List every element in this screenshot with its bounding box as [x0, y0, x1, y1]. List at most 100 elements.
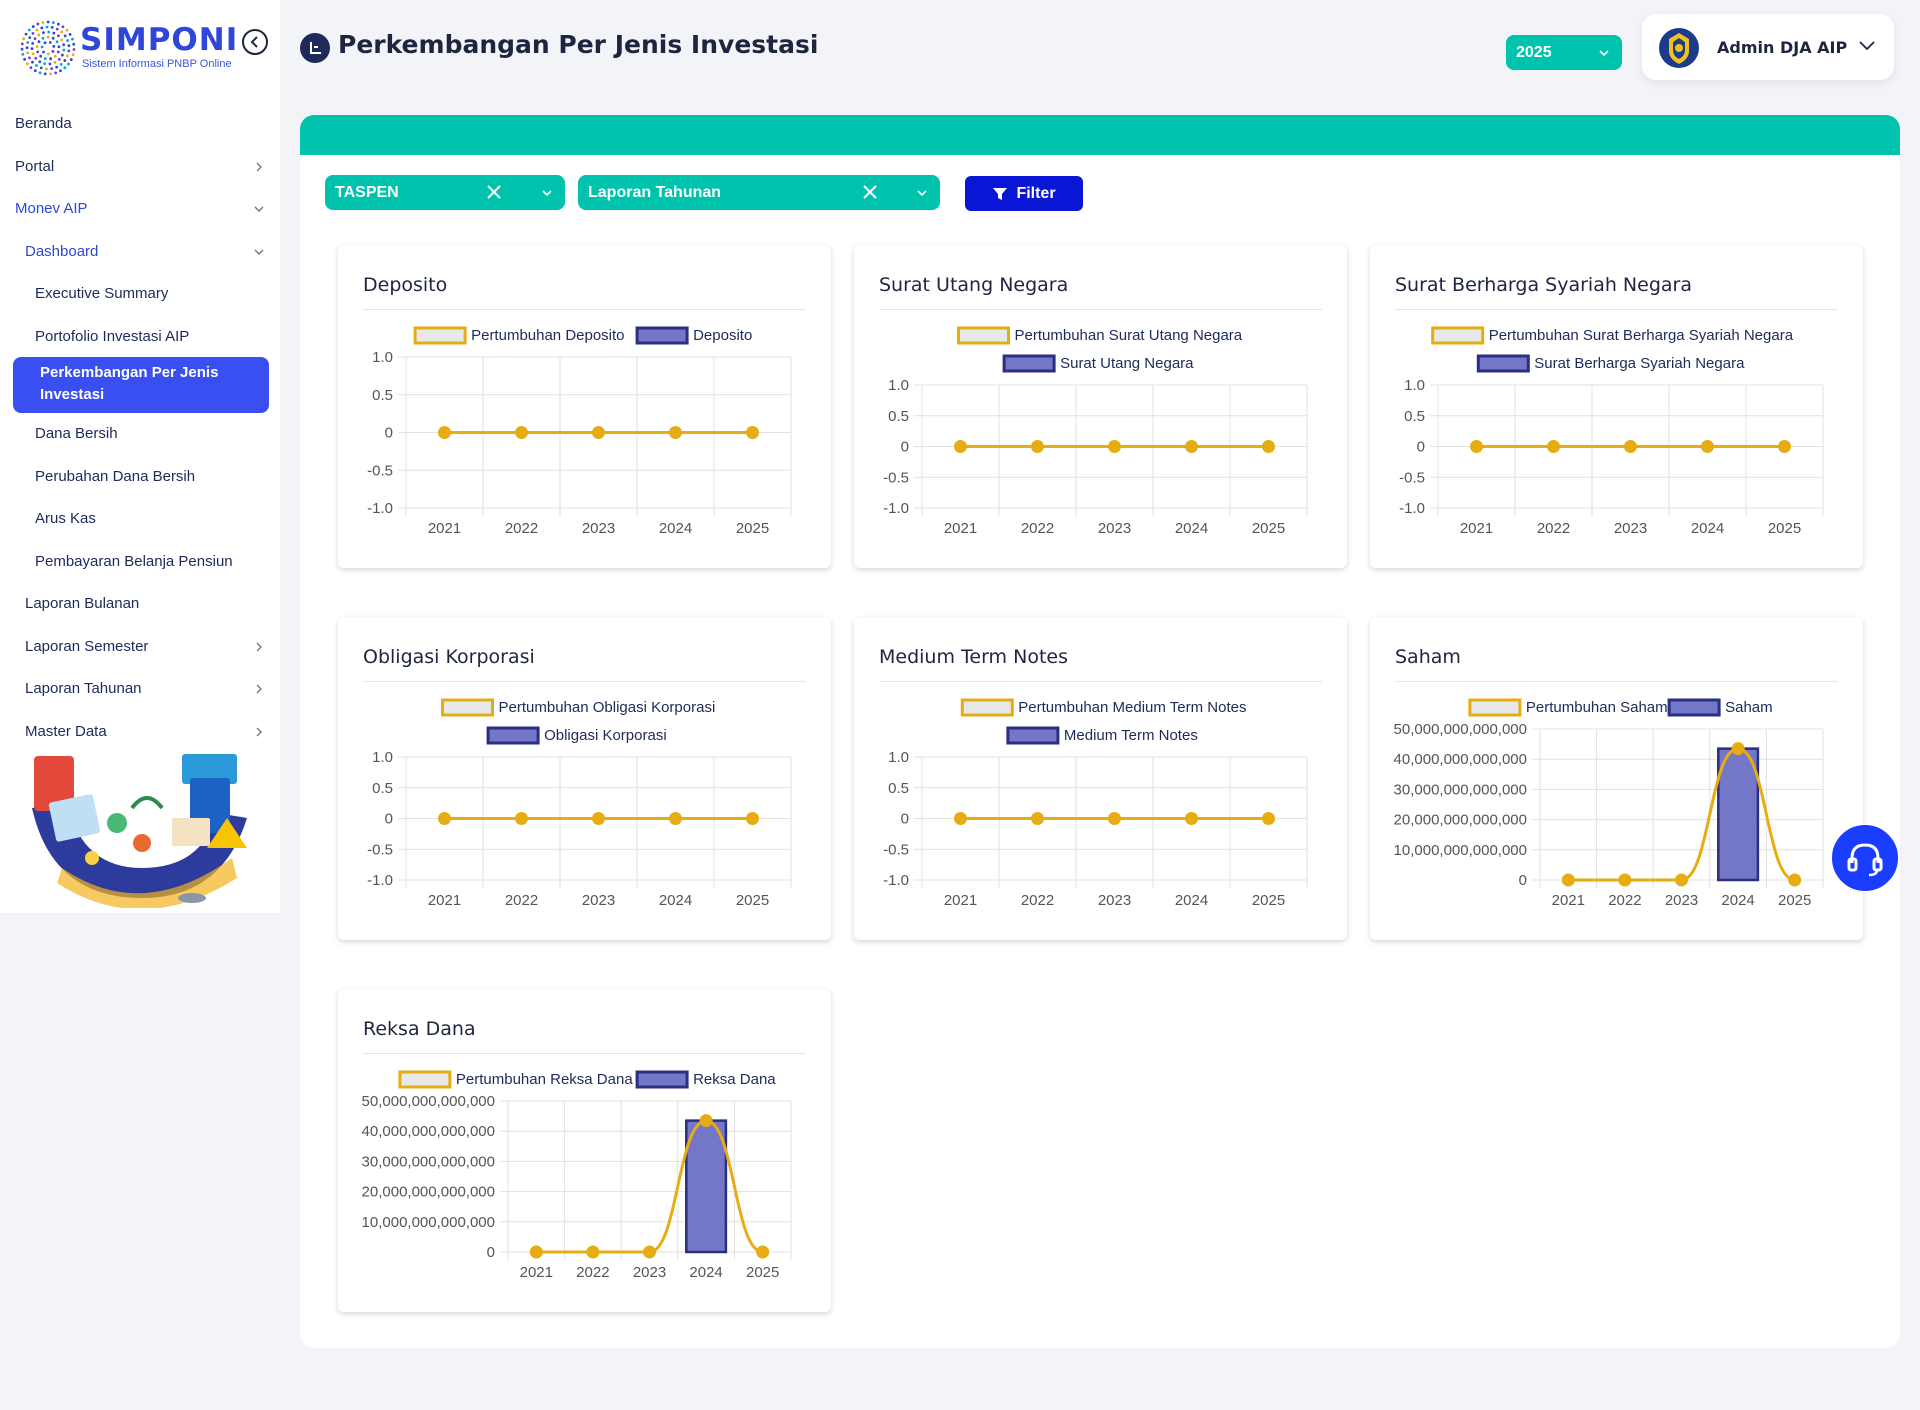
chevron-down-icon [1859, 41, 1875, 51]
chart-card-medium-term-notes: Medium Term Notes Pertumbuhan Medium Ter… [854, 617, 1347, 940]
legend-label: Pertumbuhan Surat Utang Negara [1015, 327, 1243, 344]
sidebar-item-dashboard[interactable]: Dashboard [0, 243, 280, 260]
chevron-right-icon [256, 642, 262, 652]
sidebar-item-label: Perubahan Dana Bersih [35, 468, 196, 485]
sidebar-item-beranda[interactable]: Beranda [0, 115, 280, 132]
x-tick-label: 2023 [1098, 520, 1131, 537]
logo-dot [24, 32, 28, 36]
sidebar-item-master-data[interactable]: Master Data [0, 723, 280, 740]
y-tick-label: 0.5 [1404, 408, 1425, 425]
x-tick-label: 2024 [1691, 520, 1724, 537]
logo-dot [65, 28, 69, 32]
y-tick-label: 0 [1417, 439, 1425, 456]
chevron-down-icon [254, 206, 264, 212]
logo-dot [56, 50, 60, 54]
x-tick-label: 2022 [505, 520, 538, 537]
year-select[interactable]: 2025 [1506, 35, 1622, 70]
y-tick-label: 0 [901, 439, 909, 456]
x-tick-label: 2024 [1175, 892, 1208, 909]
logo-dot [72, 48, 76, 51]
sidebar-item-laporan-semester[interactable]: Laporan Semester [0, 638, 280, 655]
chart-card-sbsn: Surat Berharga Syariah Negara Pertumbuha… [1370, 245, 1863, 568]
logo-dot [51, 36, 55, 40]
y-tick-label: 40,000,000,000,000 [1394, 751, 1527, 768]
legend-swatch [413, 326, 467, 345]
clear-report-type-icon[interactable] [861, 183, 879, 201]
chart-point [746, 426, 759, 439]
logo-dot [37, 33, 41, 37]
clear-entity-icon[interactable] [485, 183, 503, 201]
logo-dot [60, 38, 64, 42]
report-type-select[interactable]: Laporan Tahunan [578, 175, 940, 210]
legend-label: Pertumbuhan Medium Term Notes [1018, 699, 1246, 716]
brand-name: SIMPONI [80, 22, 239, 58]
chart-point [1185, 440, 1198, 453]
x-tick-label: 2025 [736, 520, 769, 537]
logo-dot [35, 45, 39, 49]
logo-dot [21, 52, 25, 56]
y-tick-label: 10,000,000,000,000 [362, 1214, 495, 1231]
logo-dot [71, 37, 74, 41]
sidebar-item-perubahan-dana-bersih[interactable]: Perubahan Dana Bersih [0, 468, 280, 485]
sidebar-item-dana-bersih[interactable]: Dana Bersih [0, 425, 280, 442]
logo-dot [39, 54, 43, 58]
logo-dot [31, 25, 35, 28]
user-menu[interactable]: Admin DJA AIP [1642, 14, 1894, 80]
brand-logo[interactable]: SIMPONI Sistem Informasi PNBP Online [18, 18, 258, 78]
x-tick-label: 2023 [582, 520, 615, 537]
sidebar-item-laporan-tahunan[interactable]: Laporan Tahunan [0, 680, 280, 697]
logo-dot [50, 26, 54, 29]
logo-dot [67, 49, 71, 53]
y-tick-label: 40,000,000,000,000 [362, 1123, 495, 1140]
y-tick-label: 0 [385, 425, 393, 442]
legend-label: Pertumbuhan Reksa Dana [456, 1071, 633, 1088]
logo-dot [25, 62, 29, 66]
support-chat-button[interactable] [1830, 823, 1900, 893]
legend-label: Pertumbuhan Saham [1526, 699, 1668, 716]
y-tick-label: -1.0 [883, 500, 909, 517]
logo-dot [62, 43, 66, 47]
legend-swatch [398, 1070, 452, 1089]
logo-dot [34, 56, 38, 60]
sidebar-item-arus-kas[interactable]: Arus Kas [0, 510, 280, 527]
x-tick-label: 2022 [1021, 520, 1054, 537]
y-tick-label: -1.0 [883, 872, 909, 889]
y-tick-label: 30,000,000,000,000 [362, 1153, 495, 1170]
chart-point [586, 1245, 600, 1259]
x-tick-label: 2023 [1665, 892, 1698, 909]
entity-select[interactable]: TASPEN [325, 175, 565, 210]
sidebar-item-portofolio-investasi[interactable]: Portofolio Investasi AIP [0, 328, 280, 345]
logo-dot [60, 53, 64, 57]
chart-card-saham: Saham Pertumbuhan Saham Saham 50,000,000,0… [1370, 617, 1863, 940]
sidebar-item-perkembangan-per-jenis-investasi[interactable]: Perkembangan Per Jenis Investasi [13, 357, 269, 413]
logo-dot [45, 25, 49, 29]
logo-dot [33, 69, 37, 73]
legend-swatch [1468, 698, 1522, 717]
chart-point [1624, 440, 1637, 453]
logo-dot [56, 22, 60, 26]
logo-dot [30, 47, 34, 51]
funnel-icon [993, 187, 1008, 200]
sidebar-collapse-button[interactable] [242, 29, 268, 55]
sidebar-item-monev-aip[interactable]: Monev AIP [0, 200, 280, 217]
chart-point [954, 440, 967, 453]
y-tick-label: -1.0 [367, 500, 393, 517]
x-tick-label: 2021 [1552, 892, 1585, 909]
brand-tagline: Sistem Informasi PNBP Online [82, 58, 232, 70]
sidebar-item-portal[interactable]: Portal [0, 158, 280, 175]
chevron-down-icon[interactable] [916, 187, 928, 199]
chevron-right-icon [256, 162, 262, 172]
headset-icon [1847, 843, 1883, 877]
logo-dot [43, 62, 47, 66]
logo-dot [67, 44, 71, 48]
logo-dot [51, 21, 55, 24]
legend-label: Pertumbuhan Surat Berharga Syariah Negar… [1489, 327, 1794, 344]
sidebar-item-label: Dana Bersih [35, 425, 118, 442]
sidebar-item-laporan-bulanan[interactable]: Laporan Bulanan [0, 595, 280, 612]
sidebar-item-pembayaran-belanja-pensiun[interactable]: Pembayaran Belanja Pensiun [0, 553, 280, 570]
x-tick-label: 2021 [428, 892, 461, 909]
chevron-down-icon[interactable] [541, 187, 553, 199]
report-type-select-value: Laporan Tahunan [588, 184, 722, 201]
sidebar-item-executive-summary[interactable]: Executive Summary [0, 285, 280, 302]
filter-button[interactable]: Filter [965, 176, 1083, 211]
